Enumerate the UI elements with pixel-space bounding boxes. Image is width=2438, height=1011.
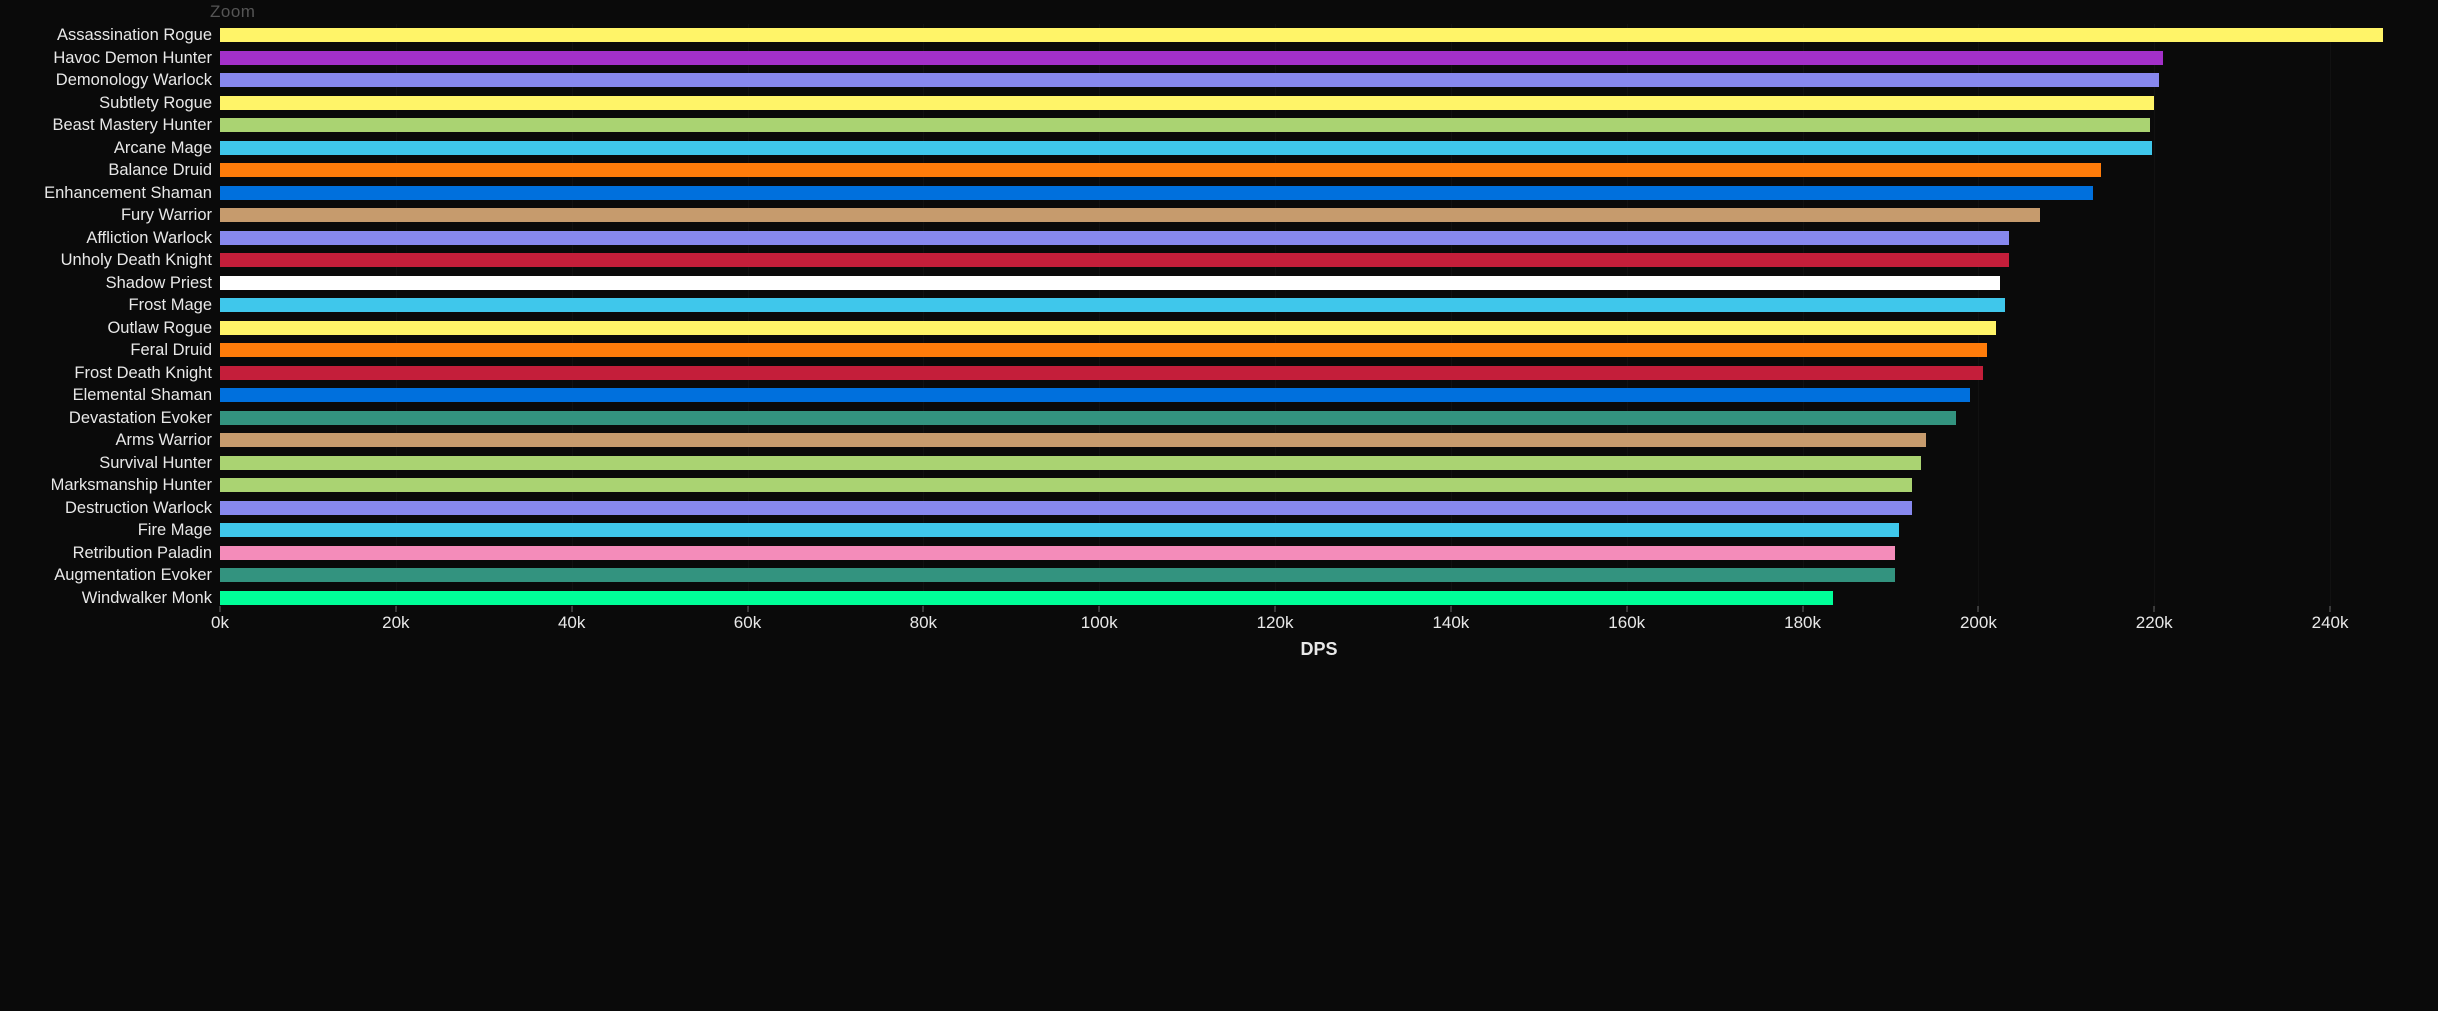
bar[interactable] — [220, 208, 2040, 222]
y-axis-label: Enhancement Shaman — [20, 182, 220, 205]
x-axis-tick: 60k — [734, 613, 761, 633]
y-axis-label: Elemental Shaman — [20, 384, 220, 407]
bar[interactable] — [220, 253, 2009, 267]
bar[interactable] — [220, 298, 2005, 312]
bar-row[interactable] — [220, 564, 2418, 587]
bar-row[interactable] — [220, 182, 2418, 205]
bar-row[interactable] — [220, 362, 2418, 385]
bar-row[interactable] — [220, 429, 2418, 452]
y-axis-label: Fire Mage — [20, 519, 220, 542]
bar-row[interactable] — [220, 384, 2418, 407]
x-axis-tick: 20k — [382, 613, 409, 633]
bar-row[interactable] — [220, 204, 2418, 227]
x-axis-tick: 80k — [910, 613, 937, 633]
bar[interactable] — [220, 186, 2093, 200]
x-axis-tick: 140k — [1432, 613, 1469, 633]
bar-row[interactable] — [220, 497, 2418, 520]
bar[interactable] — [220, 478, 1912, 492]
dps-chart: Zoom Assassination RogueHavoc Demon Hunt… — [0, 0, 2438, 677]
bar-row[interactable] — [220, 24, 2418, 47]
bar-row[interactable] — [220, 92, 2418, 115]
bar-row[interactable] — [220, 407, 2418, 430]
x-axis-tick: 100k — [1081, 613, 1118, 633]
plot-area: Assassination RogueHavoc Demon HunterDem… — [20, 10, 2418, 609]
bar[interactable] — [220, 321, 1996, 335]
bar-row[interactable] — [220, 474, 2418, 497]
bar-row[interactable] — [220, 47, 2418, 70]
bar[interactable] — [220, 591, 1833, 605]
bar-row[interactable] — [220, 227, 2418, 250]
y-axis-label: Arms Warrior — [20, 429, 220, 452]
y-axis-label: Destruction Warlock — [20, 497, 220, 520]
bar[interactable] — [220, 163, 2101, 177]
bar[interactable] — [220, 388, 1970, 402]
y-axis-label: Balance Druid — [20, 159, 220, 182]
bar[interactable] — [220, 568, 1895, 582]
y-axis-label: Assassination Rogue — [20, 24, 220, 47]
x-axis-tick: 120k — [1257, 613, 1294, 633]
x-axis-label: DPS — [1300, 639, 1337, 660]
bar[interactable] — [220, 231, 2009, 245]
bar-row[interactable] — [220, 159, 2418, 182]
bar-row[interactable] — [220, 452, 2418, 475]
bar[interactable] — [220, 366, 1983, 380]
bars-container — [220, 24, 2418, 609]
bar[interactable] — [220, 501, 1912, 515]
y-axis-label: Subtlety Rogue — [20, 92, 220, 115]
bar[interactable] — [220, 51, 2163, 65]
bar[interactable] — [220, 276, 2000, 290]
bar[interactable] — [220, 411, 1956, 425]
bar-row[interactable] — [220, 587, 2418, 610]
y-axis-label: Unholy Death Knight — [20, 249, 220, 272]
y-axis-label: Outlaw Rogue — [20, 317, 220, 340]
y-axis-label: Retribution Paladin — [20, 542, 220, 565]
x-axis: DPS 0k20k40k60k80k100k120k140k160k180k20… — [220, 609, 2418, 657]
y-axis-label: Shadow Priest — [20, 272, 220, 295]
bar[interactable] — [220, 343, 1987, 357]
bar-row[interactable] — [220, 114, 2418, 137]
bar[interactable] — [220, 118, 2150, 132]
bar[interactable] — [220, 546, 1895, 560]
bar[interactable] — [220, 73, 2159, 87]
x-axis-tick: 40k — [558, 613, 585, 633]
y-axis-label: Feral Druid — [20, 339, 220, 362]
y-axis-label: Frost Death Knight — [20, 362, 220, 385]
x-axis-tick: 160k — [1608, 613, 1645, 633]
bar-row[interactable] — [220, 272, 2418, 295]
y-axis-label: Beast Mastery Hunter — [20, 114, 220, 137]
bar[interactable] — [220, 456, 1921, 470]
bar-row[interactable] — [220, 249, 2418, 272]
x-axis-tick: 200k — [1960, 613, 1997, 633]
bar-row[interactable] — [220, 137, 2418, 160]
x-axis-tick: 180k — [1784, 613, 1821, 633]
bar-row[interactable] — [220, 519, 2418, 542]
bar-row[interactable] — [220, 317, 2418, 340]
bar-row[interactable] — [220, 542, 2418, 565]
y-axis-label: Fury Warrior — [20, 204, 220, 227]
x-axis-tick: 220k — [2136, 613, 2173, 633]
bar-row[interactable] — [220, 339, 2418, 362]
bar[interactable] — [220, 141, 2152, 155]
y-axis-label: Survival Hunter — [20, 452, 220, 475]
x-axis-tick: 240k — [2312, 613, 2349, 633]
bar[interactable] — [220, 433, 1926, 447]
bar[interactable] — [220, 523, 1899, 537]
bar-row[interactable] — [220, 69, 2418, 92]
y-axis-label: Frost Mage — [20, 294, 220, 317]
y-axis-label: Affliction Warlock — [20, 227, 220, 250]
bar[interactable] — [220, 28, 2383, 42]
y-axis-labels: Assassination RogueHavoc Demon HunterDem… — [20, 10, 220, 609]
y-axis-label: Marksmanship Hunter — [20, 474, 220, 497]
x-axis-tick: 0k — [211, 613, 229, 633]
bars-area — [220, 10, 2418, 609]
bar-row[interactable] — [220, 294, 2418, 317]
y-axis-label: Havoc Demon Hunter — [20, 47, 220, 70]
y-axis-label: Arcane Mage — [20, 137, 220, 160]
y-axis-label: Augmentation Evoker — [20, 564, 220, 587]
y-axis-label: Devastation Evoker — [20, 407, 220, 430]
y-axis-label: Windwalker Monk — [20, 587, 220, 610]
bar[interactable] — [220, 96, 2154, 110]
y-axis-label: Demonology Warlock — [20, 69, 220, 92]
